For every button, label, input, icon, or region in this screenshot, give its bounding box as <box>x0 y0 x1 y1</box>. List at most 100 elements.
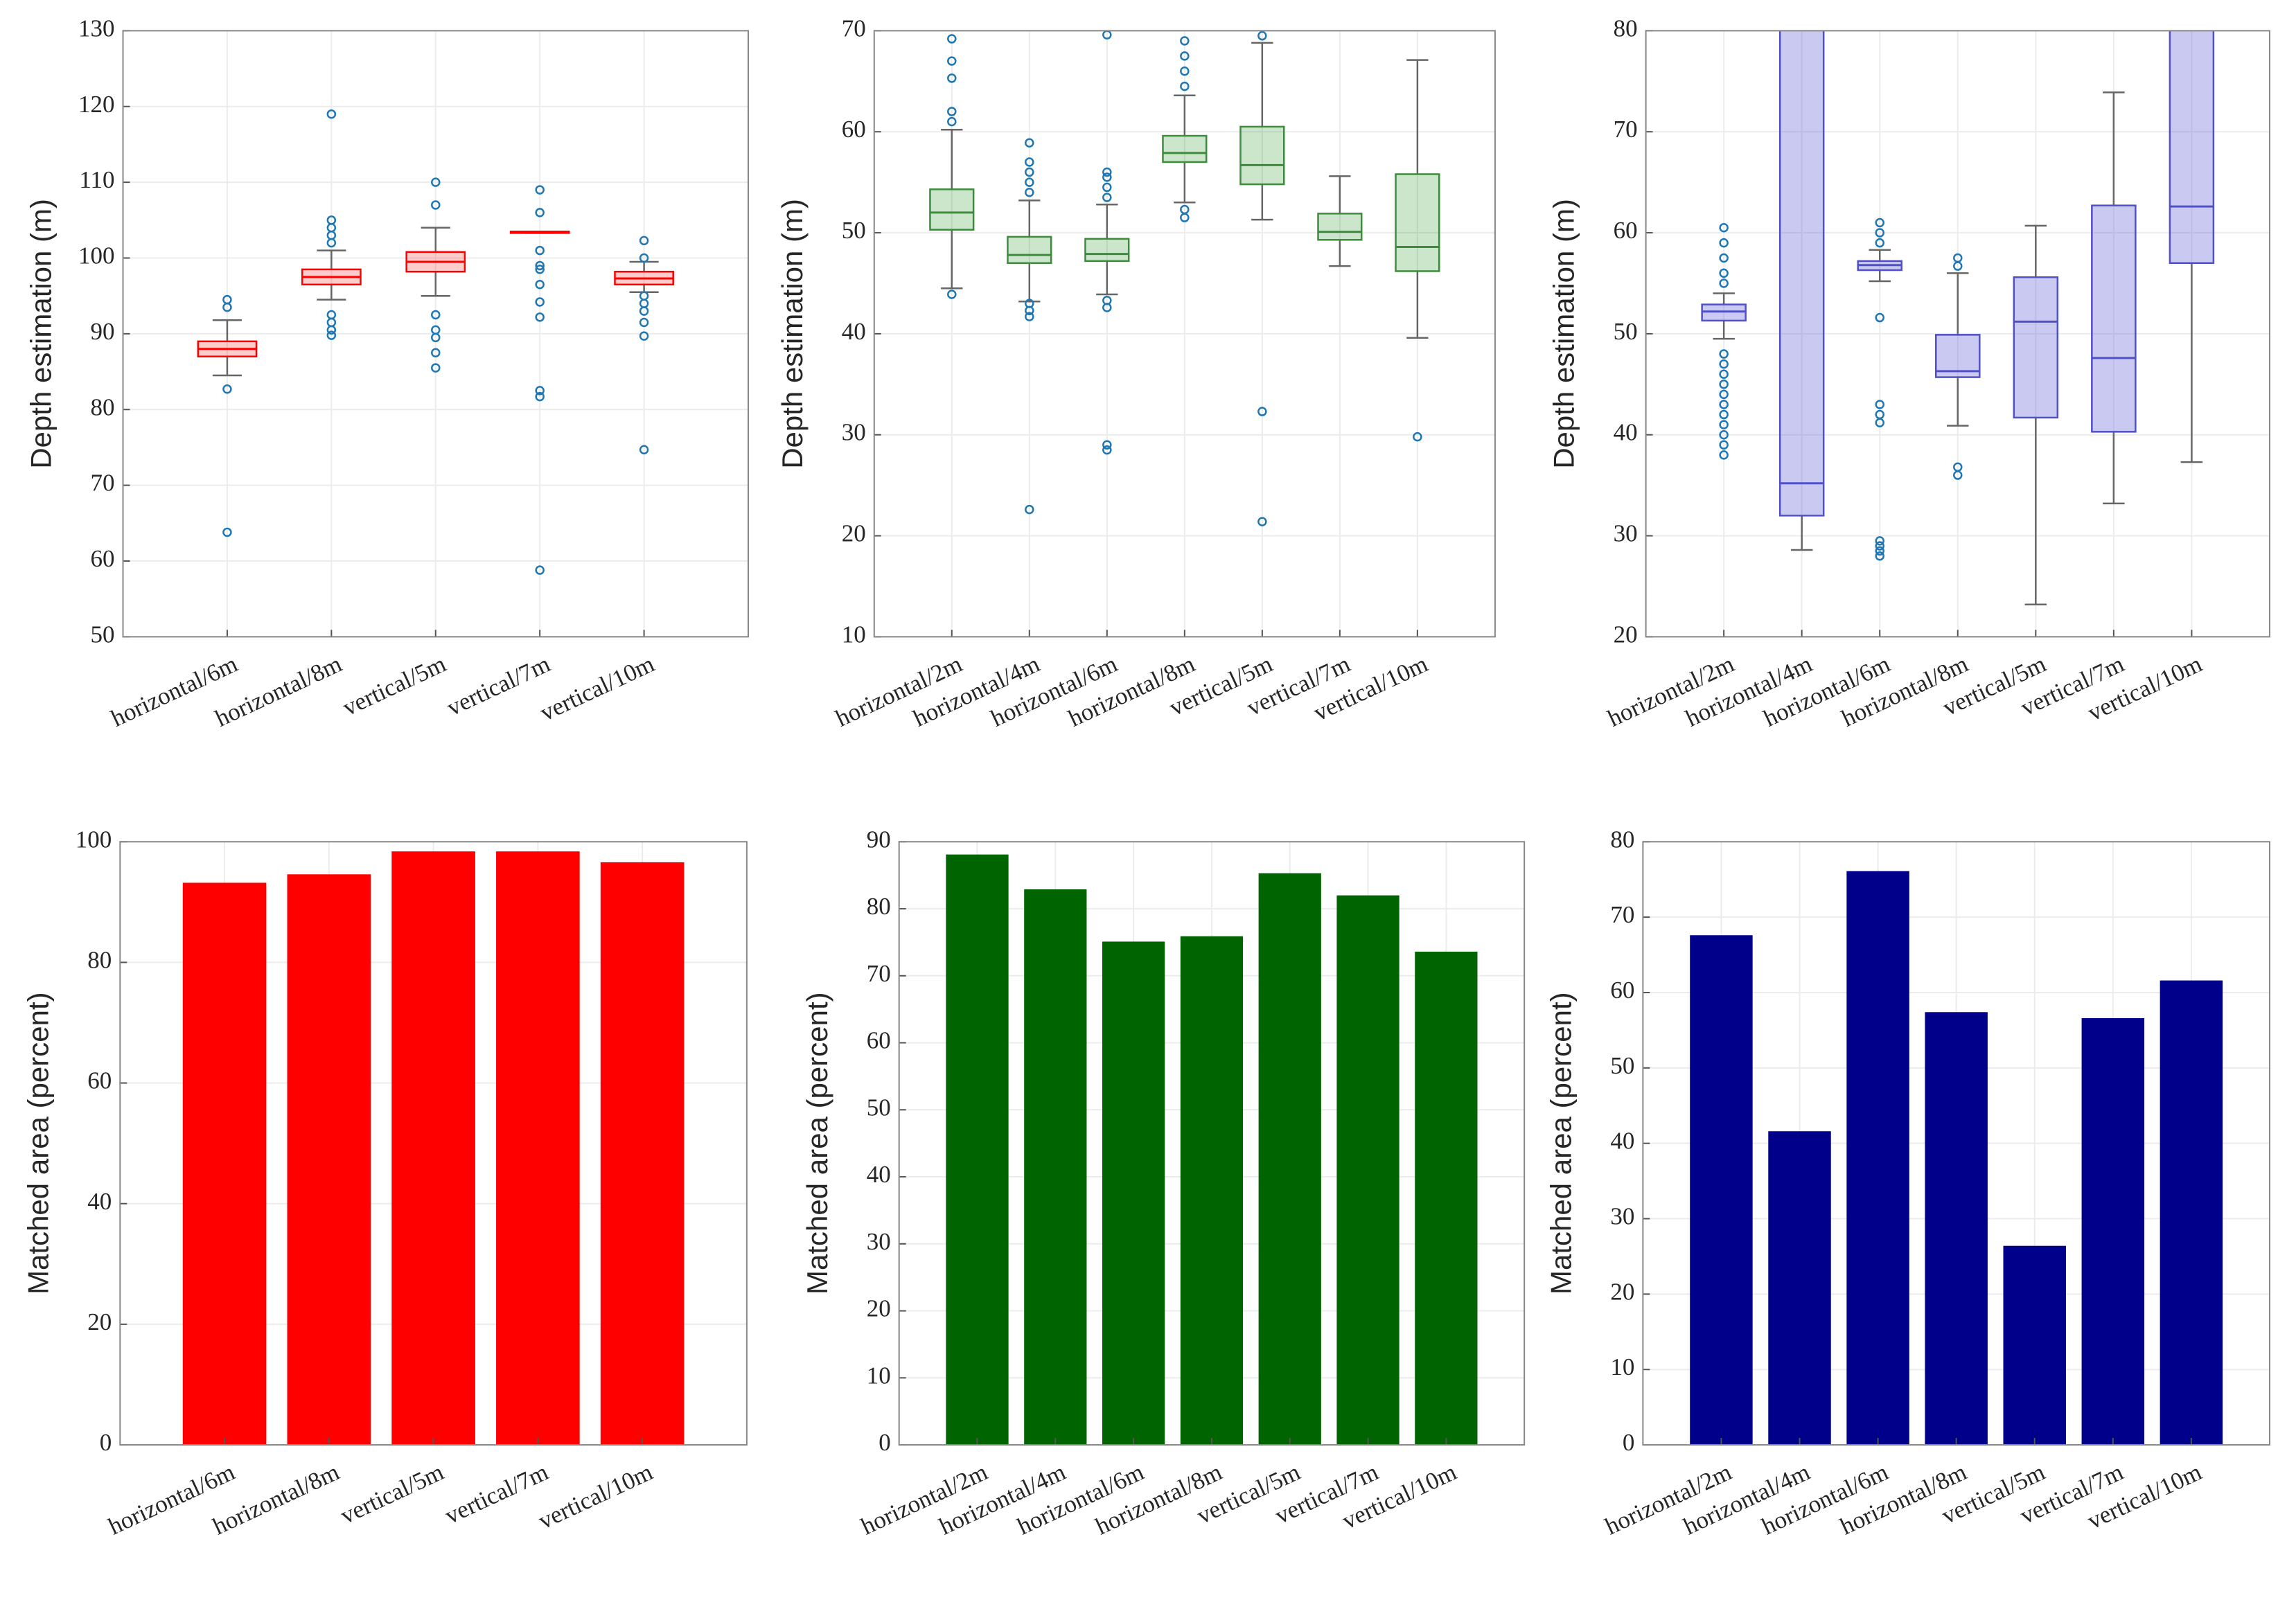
outlier <box>1257 517 1267 526</box>
y-tick-label: 110 <box>79 166 114 193</box>
box <box>2169 30 2215 265</box>
axes-frame <box>1642 841 2270 1446</box>
outlier <box>947 107 957 116</box>
outlier <box>535 280 545 290</box>
y-tick-label: 10 <box>1610 1353 1634 1380</box>
y-tick-label: 0 <box>878 1429 891 1456</box>
outlier <box>1102 167 1112 177</box>
y-tick-label: 70 <box>1610 901 1634 928</box>
outlier <box>947 73 957 83</box>
plot-area <box>1701 30 2215 605</box>
outlier <box>1875 541 1884 551</box>
y-tick-label: 60 <box>867 1027 891 1054</box>
bar <box>496 851 580 1446</box>
y-tick-label: 80 <box>1614 15 1638 42</box>
outlier <box>1719 369 1729 379</box>
y-axis-label: Matched area (percent) <box>21 992 54 1295</box>
subplot: 020406080100horizontal/6mhorizontal/8mve… <box>21 826 748 1540</box>
outlier <box>326 310 337 320</box>
outlier <box>1875 400 1884 409</box>
x-tick-label: vertical/7m <box>441 1458 552 1529</box>
outlier <box>1875 551 1884 561</box>
bar <box>2160 980 2223 1446</box>
axes-frame <box>1645 30 2270 638</box>
bar <box>182 882 267 1446</box>
outlier <box>222 384 232 394</box>
outlier <box>326 330 337 340</box>
subplot: 0102030405060708090horizontal/2mhorizont… <box>801 826 1526 1540</box>
plot-area <box>197 109 674 575</box>
y-tick-label: 80 <box>91 393 115 420</box>
y-axis-label: Depth estimation (m) <box>25 199 58 469</box>
y-axis-label: Depth estimation (m) <box>1548 199 1580 469</box>
x-tick-label: vertical/10m <box>534 1458 657 1534</box>
plot-area <box>946 854 1478 1446</box>
bar <box>600 862 685 1446</box>
bar <box>2003 1245 2066 1446</box>
outlier <box>1025 177 1034 187</box>
outlier <box>1719 253 1729 263</box>
outlier <box>1180 51 1190 61</box>
outlier <box>535 391 545 402</box>
outlier <box>1875 536 1884 546</box>
y-tick-label: 30 <box>1614 520 1638 547</box>
bar <box>1846 871 1909 1446</box>
y-tick-label: 0 <box>100 1429 112 1456</box>
y-tick-label: 40 <box>87 1188 112 1215</box>
outlier <box>326 109 337 119</box>
x-tick-label: vertical/5m <box>336 1458 448 1529</box>
y-tick-label: 130 <box>78 15 115 42</box>
y-tick-label: 50 <box>842 217 866 244</box>
y-tick-label: 40 <box>867 1161 891 1188</box>
y-tick-label: 20 <box>1614 621 1638 648</box>
outlier <box>947 116 957 127</box>
outlier <box>1180 204 1190 215</box>
bar <box>1180 936 1244 1446</box>
outlier <box>535 208 545 217</box>
outlier <box>947 290 957 299</box>
outlier <box>1025 167 1034 177</box>
box <box>1007 235 1052 265</box>
y-tick-label: 50 <box>1610 1052 1634 1079</box>
y-tick-label: 90 <box>867 826 891 853</box>
y-tick-label: 70 <box>1614 116 1638 143</box>
outlier <box>1180 66 1190 76</box>
subplot: 20304050607080horizontal/2mhorizontal/4m… <box>1548 15 2270 732</box>
axes-frame <box>873 30 1496 638</box>
outlier <box>222 294 232 305</box>
y-tick-label: 20 <box>1610 1278 1634 1305</box>
box <box>1778 30 1825 517</box>
y-tick-label: 40 <box>842 318 866 345</box>
outlier <box>1719 429 1729 440</box>
y-axis-label: Depth estimation (m) <box>776 199 809 469</box>
axes-frame <box>119 841 748 1446</box>
bar <box>1336 895 1399 1446</box>
outlier <box>1719 238 1729 248</box>
outlier <box>431 310 441 320</box>
outlier <box>1719 359 1729 369</box>
y-tick-label: 60 <box>1614 217 1638 244</box>
y-tick-label: 50 <box>867 1094 891 1121</box>
axes-frame <box>898 841 1526 1446</box>
box <box>1317 213 1363 241</box>
outlier <box>639 317 649 328</box>
outlier <box>1953 253 1963 263</box>
y-tick-label: 30 <box>1610 1203 1634 1230</box>
y-tick-label: 120 <box>78 91 115 118</box>
bar <box>1102 941 1165 1446</box>
axes-frame <box>122 30 750 638</box>
x-tick-label: vertical/7m <box>443 650 554 722</box>
y-tick-label: 70 <box>842 15 866 42</box>
outlier <box>1025 187 1034 197</box>
y-tick-label: 20 <box>87 1308 112 1335</box>
outlier <box>535 297 545 307</box>
outlier <box>535 185 545 195</box>
outlier <box>1719 440 1729 450</box>
outlier <box>639 253 649 263</box>
y-tick-label: 50 <box>91 621 115 648</box>
y-tick-label: 70 <box>91 470 115 497</box>
bar <box>1925 1012 1988 1446</box>
subplot: 10203040506070horizontal/2mhorizontal/4m… <box>776 15 1496 732</box>
y-tick-label: 20 <box>842 520 866 547</box>
